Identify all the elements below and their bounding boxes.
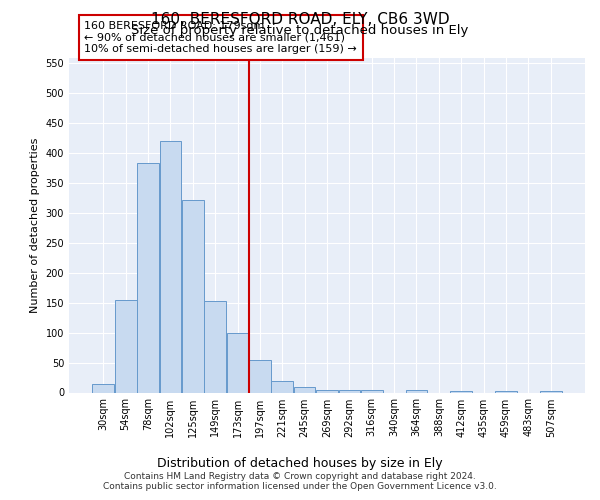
Bar: [540, 390, 562, 392]
Bar: [92, 384, 114, 392]
Bar: [294, 386, 316, 392]
Bar: [316, 390, 338, 392]
Bar: [271, 380, 293, 392]
Text: Contains HM Land Registry data © Crown copyright and database right 2024.
Contai: Contains HM Land Registry data © Crown c…: [103, 472, 497, 491]
Bar: [451, 390, 472, 392]
Bar: [115, 300, 137, 392]
Text: Distribution of detached houses by size in Ely: Distribution of detached houses by size …: [157, 458, 443, 470]
Bar: [205, 301, 226, 392]
Bar: [182, 200, 203, 392]
Bar: [160, 141, 181, 393]
Text: 160 BERESFORD ROAD: 179sqm
← 90% of detached houses are smaller (1,461)
10% of s: 160 BERESFORD ROAD: 179sqm ← 90% of deta…: [85, 21, 357, 54]
Bar: [406, 390, 427, 392]
Bar: [361, 390, 383, 392]
Bar: [227, 332, 248, 392]
Bar: [137, 164, 159, 392]
Y-axis label: Number of detached properties: Number of detached properties: [30, 138, 40, 312]
Text: Size of property relative to detached houses in Ely: Size of property relative to detached ho…: [131, 24, 469, 37]
Text: 160, BERESFORD ROAD, ELY, CB6 3WD: 160, BERESFORD ROAD, ELY, CB6 3WD: [151, 12, 449, 28]
Bar: [249, 360, 271, 392]
Bar: [338, 390, 360, 392]
Bar: [495, 390, 517, 392]
